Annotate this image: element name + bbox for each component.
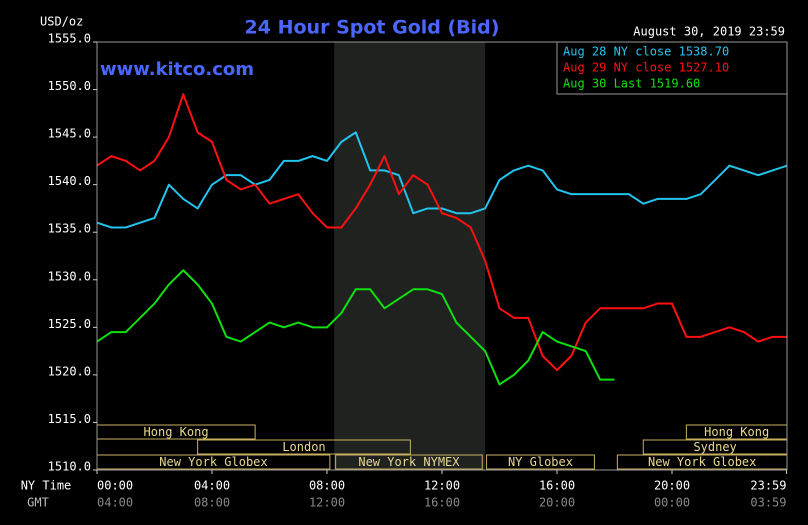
session-box bbox=[197, 439, 411, 455]
y-tick-label: 1525.0 bbox=[48, 317, 91, 331]
gmt-tick-label: 16:00 bbox=[424, 496, 460, 510]
session-label: Sydney bbox=[693, 440, 736, 454]
y-axis-label: USD/oz bbox=[40, 15, 83, 29]
session-label: New York Globex bbox=[648, 455, 756, 469]
legend-box bbox=[556, 41, 788, 95]
session-box bbox=[486, 454, 595, 470]
series-line bbox=[96, 131, 788, 229]
x-tick-label: 16:00 bbox=[539, 479, 575, 493]
gmt-tick-label: 08:00 bbox=[194, 496, 230, 510]
session-label: New York NYMEX bbox=[358, 455, 460, 469]
gmt-tick-label: 20:00 bbox=[539, 496, 575, 510]
session-label: London bbox=[282, 440, 325, 454]
gmt-tick-label: 00:00 bbox=[654, 496, 690, 510]
y-tick-label: 1520.0 bbox=[48, 364, 91, 378]
y-tick-label: 1540.0 bbox=[48, 174, 91, 188]
y-tick-label: 1550.0 bbox=[48, 79, 91, 93]
chart-title: 24 Hour Spot Gold (Bid) bbox=[245, 17, 500, 39]
y-tick-label: 1535.0 bbox=[48, 222, 91, 236]
chart-subtitle: August 30, 2019 23:59 bbox=[633, 25, 785, 39]
y-tick-label: 1530.0 bbox=[48, 269, 91, 283]
series-line bbox=[96, 269, 615, 386]
session-label: Hong Kong bbox=[704, 425, 769, 439]
x-tick-label: 00:00 bbox=[97, 479, 133, 493]
x-tick-label: 20:00 bbox=[654, 479, 690, 493]
gmt-tick-label: 03:59 bbox=[750, 496, 786, 510]
legend-entry: Aug 28 NY close 1538.70 bbox=[563, 45, 729, 59]
y-tick-label: 1545.0 bbox=[48, 127, 91, 141]
y-tick-label: 1510.0 bbox=[48, 460, 91, 474]
x-tick-label: 08:00 bbox=[309, 479, 345, 493]
y-tick-label: 1555.0 bbox=[48, 32, 91, 46]
watermark: www.kitco.com bbox=[100, 59, 254, 80]
session-box bbox=[335, 454, 483, 470]
highlight-band bbox=[334, 42, 486, 470]
x2-axis-label: GMT bbox=[27, 496, 49, 510]
session-label: Hong Kong bbox=[144, 425, 209, 439]
gmt-tick-label: 12:00 bbox=[309, 496, 345, 510]
x-axis-label: NY Time bbox=[21, 479, 72, 493]
x-tick-label: 04:00 bbox=[194, 479, 230, 493]
session-label: New York Globex bbox=[159, 455, 267, 469]
x-tick-label: 23:59 bbox=[750, 479, 786, 493]
gmt-tick-label: 04:00 bbox=[97, 496, 133, 510]
legend-entry: Aug 29 NY close 1527.10 bbox=[563, 61, 729, 75]
session-label: NY Globex bbox=[508, 455, 573, 469]
legend-entry: Aug 30 Last 1519.60 bbox=[563, 77, 700, 91]
x-tick-label: 12:00 bbox=[424, 479, 460, 493]
y-tick-label: 1515.0 bbox=[48, 412, 91, 426]
series-line bbox=[96, 93, 787, 372]
